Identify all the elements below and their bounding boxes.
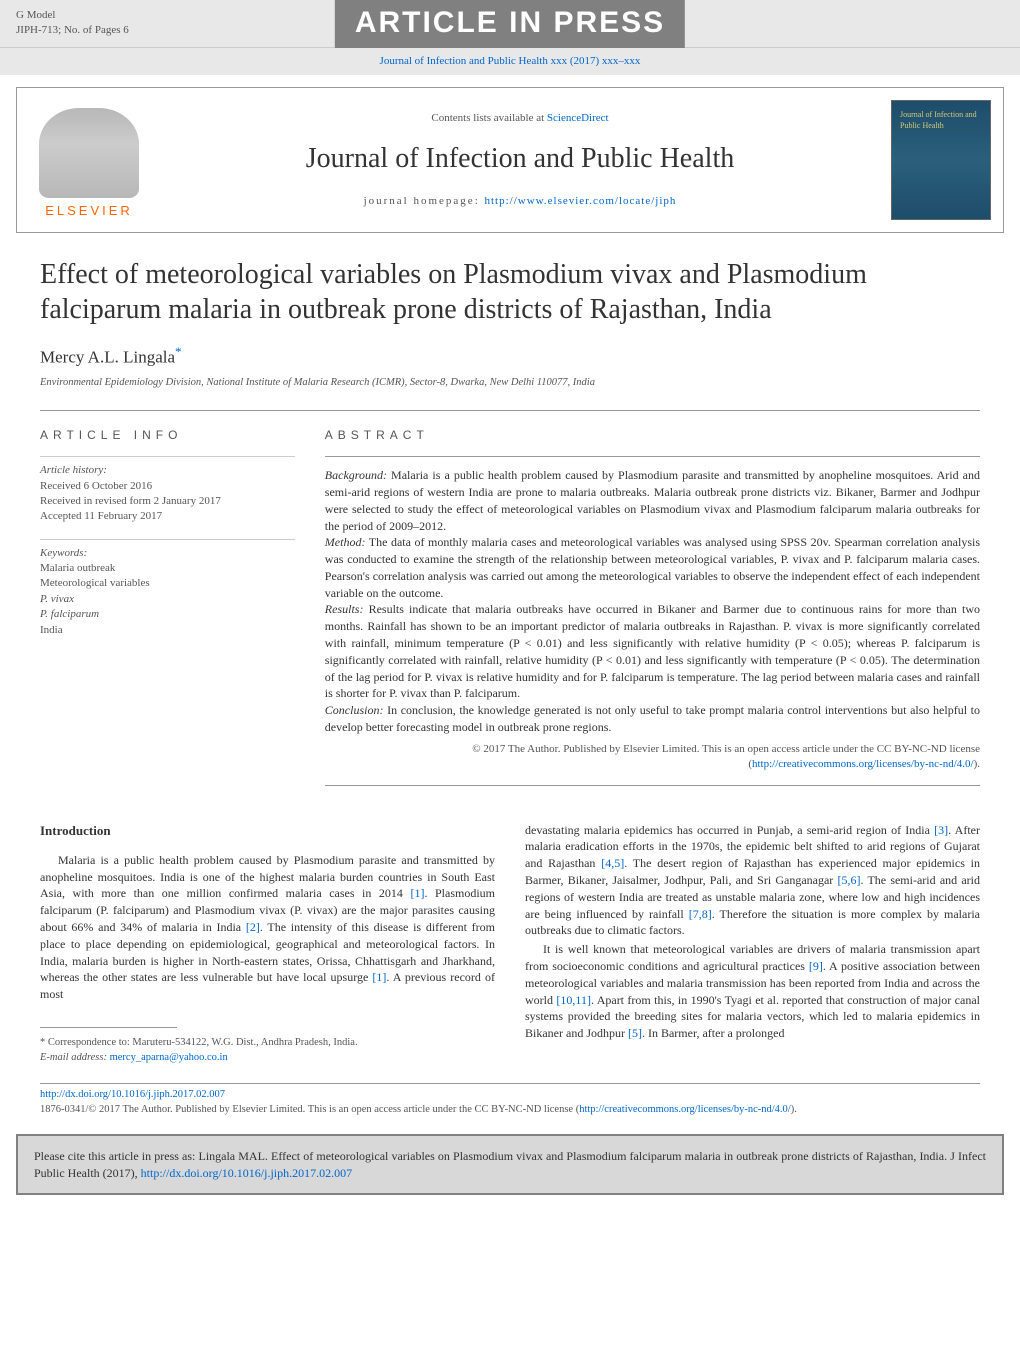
history-heading: Article history: — [40, 463, 295, 478]
citation-ref[interactable]: [10,11] — [556, 993, 591, 1007]
info-abstract-row: ARTICLE INFO Article history: Received 6… — [40, 410, 980, 797]
license-link[interactable]: http://creativecommons.org/licenses/by-n… — [579, 1104, 791, 1115]
email-link[interactable]: mercy_aparna@yahoo.co.in — [110, 1052, 228, 1063]
license-line: 1876-0341/© 2017 The Author. Published b… — [40, 1103, 980, 1118]
citation-ref[interactable]: [1] — [372, 970, 386, 984]
doi-line: http://dx.doi.org/10.1016/j.jiph.2017.02… — [40, 1083, 980, 1103]
keywords-heading: Keywords: — [40, 546, 295, 561]
correspondence-footnote: * Correspondence to: Maruteru-534122, W.… — [40, 1036, 495, 1065]
author-correspondence-marker: * — [175, 344, 182, 359]
citation-ref[interactable]: [4,5] — [601, 856, 624, 870]
sciencedirect-link[interactable]: ScienceDirect — [547, 112, 609, 124]
keyword: P. falciparum — [40, 607, 295, 622]
homepage-link[interactable]: http://www.elsevier.com/locate/jiph — [485, 195, 677, 207]
journal-cover-thumbnail: Journal of Infection and Public Health — [891, 100, 991, 220]
keywords-block: Keywords: Malaria outbreak Meteorologica… — [40, 539, 295, 638]
abstract-results-label: Results: — [325, 602, 364, 616]
header-bar: G Model JIPH-713; No. of Pages 6 ARTICLE… — [0, 0, 1020, 48]
body-column-right: devastating malaria epidemics has occurr… — [525, 822, 980, 1066]
article-main: Effect of meteorological variables on Pl… — [0, 257, 1020, 1118]
homepage-line: journal homepage: http://www.elsevier.co… — [149, 194, 891, 209]
abstract-copyright: © 2017 The Author. Published by Elsevier… — [325, 742, 980, 773]
history-revised: Received in revised form 2 January 2017 — [40, 494, 295, 509]
article-history: Article history: Received 6 October 2016… — [40, 456, 295, 525]
model-info: G Model JIPH-713; No. of Pages 6 — [16, 8, 129, 39]
author-name: Mercy A.L. Lingala — [40, 348, 175, 367]
body-paragraph: devastating malaria epidemics has occurr… — [525, 822, 980, 940]
doi-link[interactable]: http://dx.doi.org/10.1016/j.jiph.2017.02… — [40, 1089, 225, 1100]
keyword: Meteorological variables — [40, 576, 295, 591]
citation-ref[interactable]: [3] — [934, 823, 948, 837]
citation-ref[interactable]: [9] — [809, 959, 823, 973]
citation-ref[interactable]: [5] — [628, 1026, 642, 1040]
abstract-conclusion-label: Conclusion: — [325, 703, 384, 717]
abstract-method-label: Method: — [325, 535, 366, 549]
journal-header-center: Contents lists available at ScienceDirec… — [149, 111, 891, 209]
article-info-label: ARTICLE INFO — [40, 427, 295, 444]
citation-doi-link[interactable]: http://dx.doi.org/10.1016/j.jiph.2017.02… — [141, 1166, 352, 1180]
body-columns: Introduction Malaria is a public health … — [40, 822, 980, 1066]
abstract-column: ABSTRACT Background: Malaria is a public… — [325, 427, 980, 797]
article-title: Effect of meteorological variables on Pl… — [40, 257, 980, 327]
citation-ref[interactable]: [2] — [246, 920, 260, 934]
citation-ref[interactable]: [5,6] — [838, 873, 861, 887]
body-paragraph: It is well known that meteorological var… — [525, 941, 980, 1042]
journal-ref-link[interactable]: Journal of Infection and Public Health x… — [380, 55, 641, 67]
author-line: Mercy A.L. Lingala* — [40, 343, 980, 369]
keyword: P. vivax — [40, 592, 295, 607]
citation-ref[interactable]: [7,8] — [689, 907, 712, 921]
article-in-press-banner: ARTICLE IN PRESS — [335, 0, 685, 48]
abstract-background-label: Background: — [325, 468, 387, 482]
body-column-left: Introduction Malaria is a public health … — [40, 822, 495, 1066]
elsevier-tree-icon — [39, 108, 139, 198]
g-model-label: G Model — [16, 8, 129, 23]
introduction-heading: Introduction — [40, 822, 495, 840]
elsevier-logo: ELSEVIER — [29, 100, 149, 220]
article-info-column: ARTICLE INFO Article history: Received 6… — [40, 427, 295, 797]
citation-box: Please cite this article in press as: Li… — [16, 1134, 1004, 1196]
affiliation: Environmental Epidemiology Division, Nat… — [40, 376, 980, 391]
keyword: India — [40, 623, 295, 638]
journal-ref-line[interactable]: Journal of Infection and Public Health x… — [0, 48, 1020, 75]
history-received: Received 6 October 2016 — [40, 479, 295, 494]
model-code: JIPH-713; No. of Pages 6 — [16, 23, 129, 38]
journal-title: Journal of Infection and Public Health — [149, 139, 891, 178]
elsevier-label: ELSEVIER — [45, 202, 133, 220]
license-link[interactable]: http://creativecommons.org/licenses/by-n… — [752, 758, 974, 770]
contents-line: Contents lists available at ScienceDirec… — [149, 111, 891, 126]
abstract-text: Background: Malaria is a public health p… — [325, 467, 980, 736]
citation-ref[interactable]: [1] — [410, 886, 424, 900]
abstract-label: ABSTRACT — [325, 427, 980, 444]
body-paragraph: Malaria is a public health problem cause… — [40, 852, 495, 1003]
history-accepted: Accepted 11 February 2017 — [40, 509, 295, 524]
keyword: Malaria outbreak — [40, 561, 295, 576]
journal-header-box: ELSEVIER Contents lists available at Sci… — [16, 87, 1004, 233]
footnote-separator — [40, 1027, 177, 1028]
